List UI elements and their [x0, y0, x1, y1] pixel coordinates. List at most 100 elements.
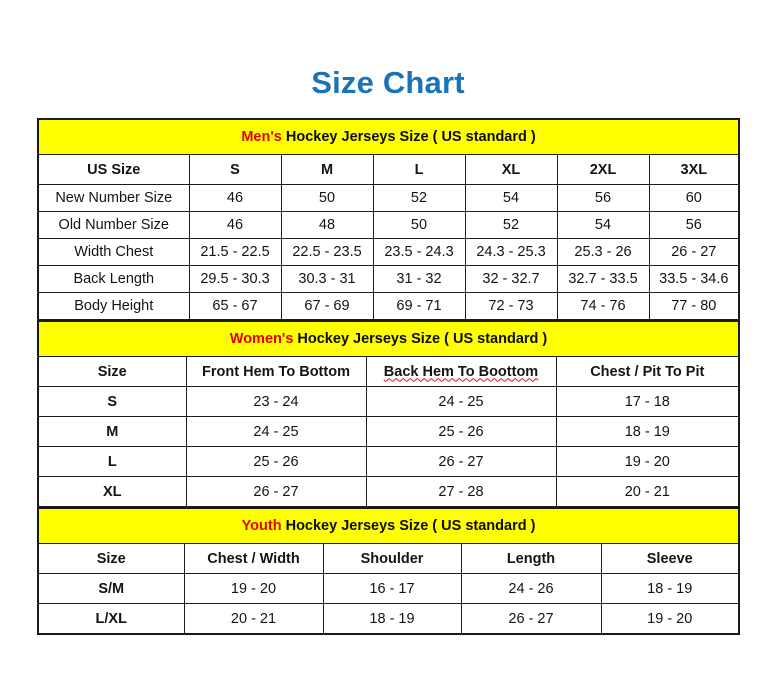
womens-cell-3-0: 26 - 27 [185, 476, 367, 507]
mens-cell-0-3: 54 [464, 184, 558, 212]
youth-section-band: Youth Hockey Jerseys Size ( US standard … [36, 507, 741, 544]
mens-cell-4-0: 65 - 67 [188, 292, 282, 320]
mens-cell-2-0: 21.5 - 22.5 [188, 238, 282, 266]
mens-cell-2-1: 22.5 - 23.5 [280, 238, 374, 266]
youth-cell-1-0: 20 - 21 [183, 603, 324, 635]
womens-row-label-1: M [37, 416, 187, 447]
mens-band-row: Men's Hockey Jerseys Size ( US standard … [36, 118, 741, 155]
womens-cell-2-2: 19 - 20 [555, 446, 741, 477]
womens-cell-0-2: 17 - 18 [555, 386, 741, 417]
table-row: L 25 - 26 26 - 27 19 - 20 [37, 446, 741, 477]
mens-col-header-1: S [188, 154, 282, 185]
womens-header-row: Size Front Hem To Bottom Back Hem To Boo… [37, 356, 741, 387]
womens-row-label-0: S [37, 386, 187, 417]
mens-cell-3-2: 31 - 32 [372, 265, 466, 293]
youth-cell-1-2: 26 - 27 [460, 603, 602, 635]
youth-band-rest: Hockey Jerseys Size ( US standard ) [281, 518, 536, 534]
mens-cell-4-4: 74 - 76 [556, 292, 650, 320]
mens-cell-1-4: 54 [556, 211, 650, 239]
mens-row-label-2: Width Chest [37, 238, 190, 266]
youth-row-label-0: S/M [37, 573, 185, 604]
size-tables-container: Men's Hockey Jerseys Size ( US standard … [36, 118, 741, 635]
mens-row-label-0: New Number Size [37, 184, 190, 212]
mens-cell-0-5: 60 [648, 184, 741, 212]
mens-cell-3-4: 32.7 - 33.5 [556, 265, 650, 293]
womens-col-header-3: Chest / Pit To Pit [555, 356, 741, 387]
youth-band-accent: Youth [241, 518, 282, 534]
mens-row-label-3: Back Length [37, 265, 190, 293]
youth-col-header-0: Size [37, 543, 185, 574]
womens-band-row: Women's Hockey Jerseys Size ( US standar… [36, 320, 741, 357]
womens-cell-1-0: 24 - 25 [185, 416, 367, 447]
mens-cell-2-3: 24.3 - 25.3 [464, 238, 558, 266]
mens-band-accent: Men's [241, 129, 282, 145]
womens-col-header-1: Front Hem To Bottom [185, 356, 367, 387]
mens-band-rest: Hockey Jerseys Size ( US standard ) [281, 129, 536, 145]
mens-col-header-4: XL [464, 154, 558, 185]
table-row: Old Number Size 46 48 50 52 54 56 [37, 211, 741, 239]
mens-row-label-4: Body Height [37, 292, 190, 320]
mens-cell-3-0: 29.5 - 30.3 [188, 265, 282, 293]
mens-cell-3-5: 33.5 - 34.6 [648, 265, 741, 293]
youth-band-row: Youth Hockey Jerseys Size ( US standard … [36, 507, 741, 544]
mens-cell-2-5: 26 - 27 [648, 238, 741, 266]
youth-col-header-2: Shoulder [322, 543, 462, 574]
mens-col-header-3: L [372, 154, 466, 185]
mens-section-band: Men's Hockey Jerseys Size ( US standard … [36, 118, 741, 155]
womens-band-rest: Hockey Jerseys Size ( US standard ) [293, 331, 548, 347]
youth-cell-1-1: 18 - 19 [322, 603, 462, 635]
mens-cell-4-3: 72 - 73 [464, 292, 558, 320]
mens-cell-1-3: 52 [464, 211, 558, 239]
mens-cell-4-5: 77 - 80 [648, 292, 741, 320]
table-row: L/XL 20 - 21 18 - 19 26 - 27 19 - 20 [37, 603, 741, 635]
womens-cell-1-2: 18 - 19 [555, 416, 741, 447]
womens-col-header-2: Back Hem To Boottom [365, 356, 557, 387]
mens-header-row: US Size S M L XL 2XL 3XL [37, 154, 741, 185]
womens-col-header-2-text: Back Hem To Boottom [383, 363, 539, 380]
womens-band-accent: Women's [229, 331, 294, 347]
womens-cell-3-1: 27 - 28 [365, 476, 557, 507]
womens-col-header-0: Size [37, 356, 187, 387]
mens-col-header-5: 2XL [556, 154, 650, 185]
youth-cell-0-1: 16 - 17 [322, 573, 462, 604]
womens-cell-0-1: 24 - 25 [365, 386, 557, 417]
mens-cell-1-5: 56 [648, 211, 741, 239]
womens-size-table: Women's Hockey Jerseys Size ( US standar… [36, 320, 741, 507]
page-title: Size Chart [311, 65, 465, 100]
youth-cell-0-3: 18 - 19 [600, 573, 741, 604]
mens-cell-4-2: 69 - 71 [372, 292, 466, 320]
youth-size-table: Youth Hockey Jerseys Size ( US standard … [36, 507, 741, 635]
table-row: S 23 - 24 24 - 25 17 - 18 [37, 386, 741, 417]
youth-cell-0-0: 19 - 20 [183, 573, 324, 604]
table-row: Body Height 65 - 67 67 - 69 69 - 71 72 -… [37, 292, 741, 320]
mens-cell-2-4: 25.3 - 26 [556, 238, 650, 266]
mens-size-table: Men's Hockey Jerseys Size ( US standard … [36, 118, 741, 320]
womens-cell-3-2: 20 - 21 [555, 476, 741, 507]
womens-cell-2-0: 25 - 26 [185, 446, 367, 477]
mens-cell-0-4: 56 [556, 184, 650, 212]
table-row: S/M 19 - 20 16 - 17 24 - 26 18 - 19 [37, 573, 741, 604]
womens-row-label-3: XL [37, 476, 187, 507]
mens-cell-0-0: 46 [188, 184, 282, 212]
mens-cell-3-1: 30.3 - 31 [280, 265, 374, 293]
mens-cell-1-0: 46 [188, 211, 282, 239]
youth-col-header-4: Sleeve [600, 543, 741, 574]
table-row: Back Length 29.5 - 30.3 30.3 - 31 31 - 3… [37, 265, 741, 293]
table-row: Width Chest 21.5 - 22.5 22.5 - 23.5 23.5… [37, 238, 741, 266]
youth-header-row: Size Chest / Width Shoulder Length Sleev… [37, 543, 741, 574]
mens-col-header-0: US Size [37, 154, 190, 185]
mens-cell-0-1: 50 [280, 184, 374, 212]
womens-cell-1-1: 25 - 26 [365, 416, 557, 447]
mens-row-label-1: Old Number Size [37, 211, 190, 239]
youth-col-header-1: Chest / Width [183, 543, 324, 574]
mens-cell-0-2: 52 [372, 184, 466, 212]
youth-col-header-3: Length [460, 543, 602, 574]
youth-cell-0-2: 24 - 26 [460, 573, 602, 604]
youth-cell-1-3: 19 - 20 [600, 603, 741, 635]
mens-cell-4-1: 67 - 69 [280, 292, 374, 320]
womens-section-band: Women's Hockey Jerseys Size ( US standar… [36, 320, 741, 357]
youth-row-label-1: L/XL [37, 603, 185, 635]
womens-cell-0-0: 23 - 24 [185, 386, 367, 417]
table-row: M 24 - 25 25 - 26 18 - 19 [37, 416, 741, 447]
mens-cell-1-1: 48 [280, 211, 374, 239]
